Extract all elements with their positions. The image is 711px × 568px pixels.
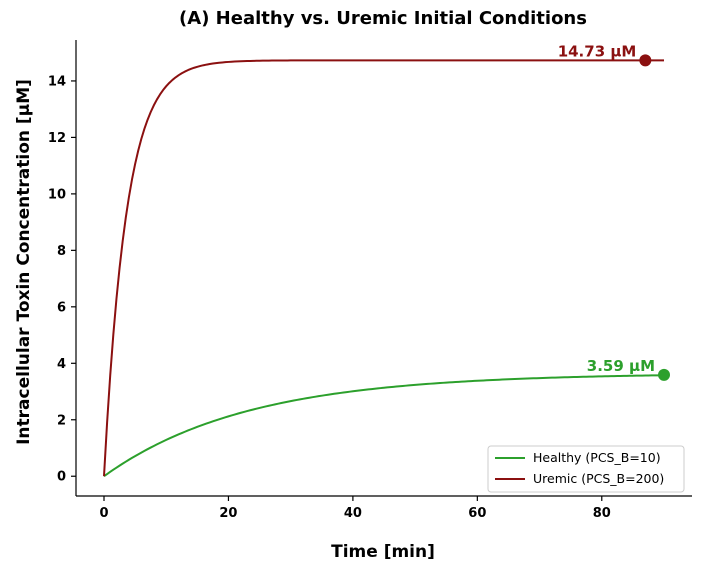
series-layer: [103, 59, 665, 478]
x-tick-label: 60: [468, 506, 486, 521]
x-axis-label: Time [min]: [331, 542, 435, 562]
legend-label-uremic: Uremic (PCS_B=200): [533, 471, 664, 486]
y-tick-label: 6: [57, 300, 66, 315]
end-label-healthy: 3.59 μM: [587, 357, 655, 375]
y-tick-label: 14: [48, 74, 66, 89]
y-tick-label: 2: [57, 413, 66, 428]
end-marker-uremic: [639, 54, 652, 67]
y-tick-label: 8: [57, 244, 66, 259]
series-line-uremic: [103, 59, 664, 477]
legend-box: [487, 445, 685, 493]
x-tick-label: 40: [344, 506, 362, 521]
y-tick-label: 0: [57, 470, 66, 485]
end-label-uremic: 14.73 μM: [558, 42, 637, 60]
series-line-healthy: [103, 374, 665, 478]
axes: 0 20 40 60 80 0 2 4 6 8 10 12 14: [48, 40, 692, 521]
x-tick-label: 80: [593, 506, 611, 521]
markers-layer: 3.59 μM 14.73 μM: [558, 42, 670, 381]
y-tick-label: 10: [48, 187, 66, 202]
chart-title: (A) Healthy vs. Uremic Initial Condition…: [179, 8, 587, 29]
y-tick-label: 12: [48, 131, 66, 146]
y-axis-label: Intracellular Toxin Concentration [μM]: [14, 79, 34, 445]
x-tick-label: 20: [219, 506, 237, 521]
end-marker-healthy: [658, 368, 670, 381]
legend: Healthy (PCS_B=10) Uremic (PCS_B=200): [487, 445, 685, 493]
legend-label-healthy: Healthy (PCS_B=10): [533, 450, 661, 465]
y-tick-label: 4: [57, 357, 66, 372]
x-tick-label: 0: [99, 506, 108, 521]
